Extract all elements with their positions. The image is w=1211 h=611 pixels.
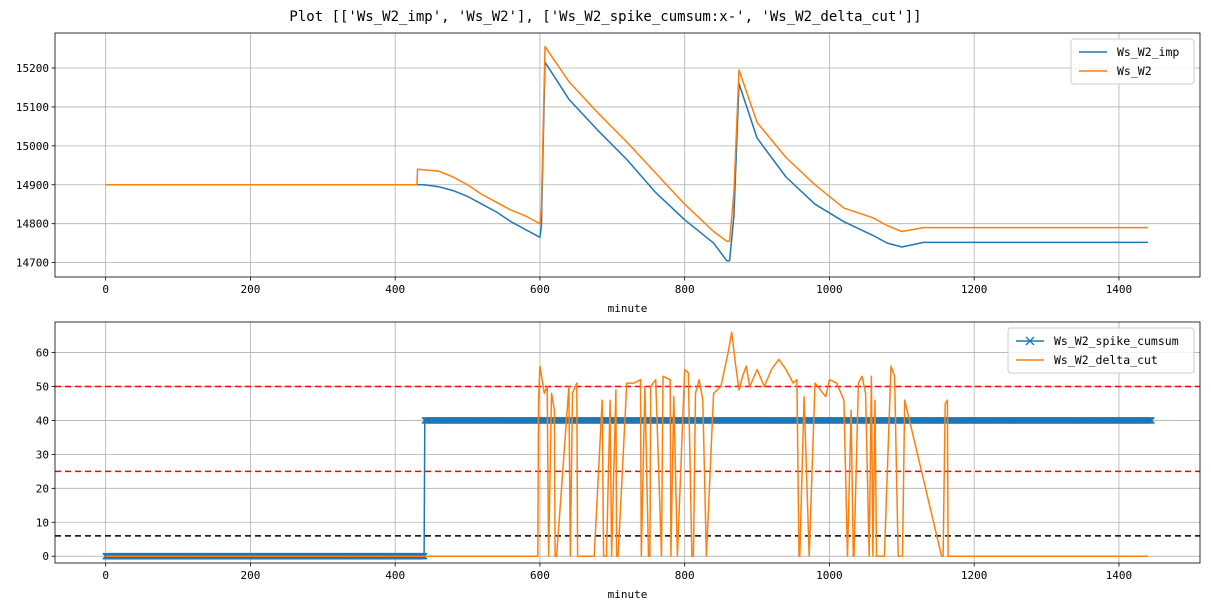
data-marker — [1148, 417, 1155, 424]
y-tick-label: 0 — [42, 550, 49, 563]
legend-label: Ws_W2 — [1117, 64, 1152, 78]
x-tick-label: 800 — [675, 569, 695, 582]
legend-frame — [1007, 327, 1195, 374]
x-tick-label: 400 — [385, 283, 405, 296]
y-tick-label: 15200 — [16, 62, 49, 75]
x-tick-label: 1200 — [961, 283, 988, 296]
y-tick-label: 40 — [36, 414, 49, 427]
legend-label: Ws_W2_spike_cumsum — [1054, 334, 1179, 348]
x-tick-label: 200 — [240, 569, 260, 582]
plot-area — [105, 45, 1148, 262]
y-tick-label: 30 — [36, 448, 49, 461]
x-axis-label: minute — [608, 302, 648, 315]
x-axis-label: minute — [608, 588, 648, 601]
legend: Ws_W2_spike_cumsum Ws_W2_delta_cut — [1007, 327, 1195, 374]
legend-marker-icon — [1025, 336, 1035, 346]
x-tick-label: 600 — [530, 283, 550, 296]
x-tick-label: 200 — [240, 283, 260, 296]
x-tick-label: 1000 — [816, 283, 843, 296]
axes-frame — [54, 321, 1201, 564]
y-tick-label: 15100 — [16, 101, 49, 114]
y-tick-label: 10 — [36, 516, 49, 529]
x-tick-label: 1400 — [1106, 569, 1133, 582]
x-tick-label: 0 — [102, 569, 109, 582]
x-tick-label: 600 — [530, 569, 550, 582]
series-ws-w2-line — [105, 45, 1148, 242]
x-tick-label: 1000 — [816, 569, 843, 582]
x-tick-label: 800 — [675, 283, 695, 296]
x-tick-label: 400 — [385, 569, 405, 582]
y-tick-label: 14800 — [16, 218, 49, 231]
x-tick-label: 0 — [102, 283, 109, 296]
figure-title: Plot [['Ws_W2_imp', 'Ws_W2'], ['Ws_W2_sp… — [289, 9, 922, 25]
axes-2: 0 200 400 600 800 1000 1200 1400 0 10 20 30 40 50 60 mi… — [36, 321, 1201, 601]
y-tick-label: 20 — [36, 482, 49, 495]
legend-frame — [1070, 38, 1195, 85]
legend-label: Ws_W2_delta_cut — [1054, 353, 1158, 367]
x-tick-label: 1400 — [1106, 283, 1133, 296]
legend-label: Ws_W2_imp — [1117, 45, 1179, 59]
series-ws-w2-delta-cut-line — [105, 331, 1148, 557]
y-tick-label: 60 — [36, 347, 49, 360]
series-ws-w2-imp-line — [105, 61, 1148, 262]
plot-area — [102, 331, 1155, 560]
axes-1: 0 200 400 600 800 1000 1200 1400 14700 14800 14900… — [16, 32, 1201, 315]
y-tick-label: 50 — [36, 380, 49, 393]
y-tick-label: 14700 — [16, 257, 49, 270]
axes-frame — [54, 32, 1201, 278]
x-tick-label: 1200 — [961, 569, 988, 582]
legend: Ws_W2_imp Ws_W2 — [1070, 38, 1195, 85]
y-tick-label: 14900 — [16, 179, 49, 192]
y-tick-label: 15000 — [16, 140, 49, 153]
